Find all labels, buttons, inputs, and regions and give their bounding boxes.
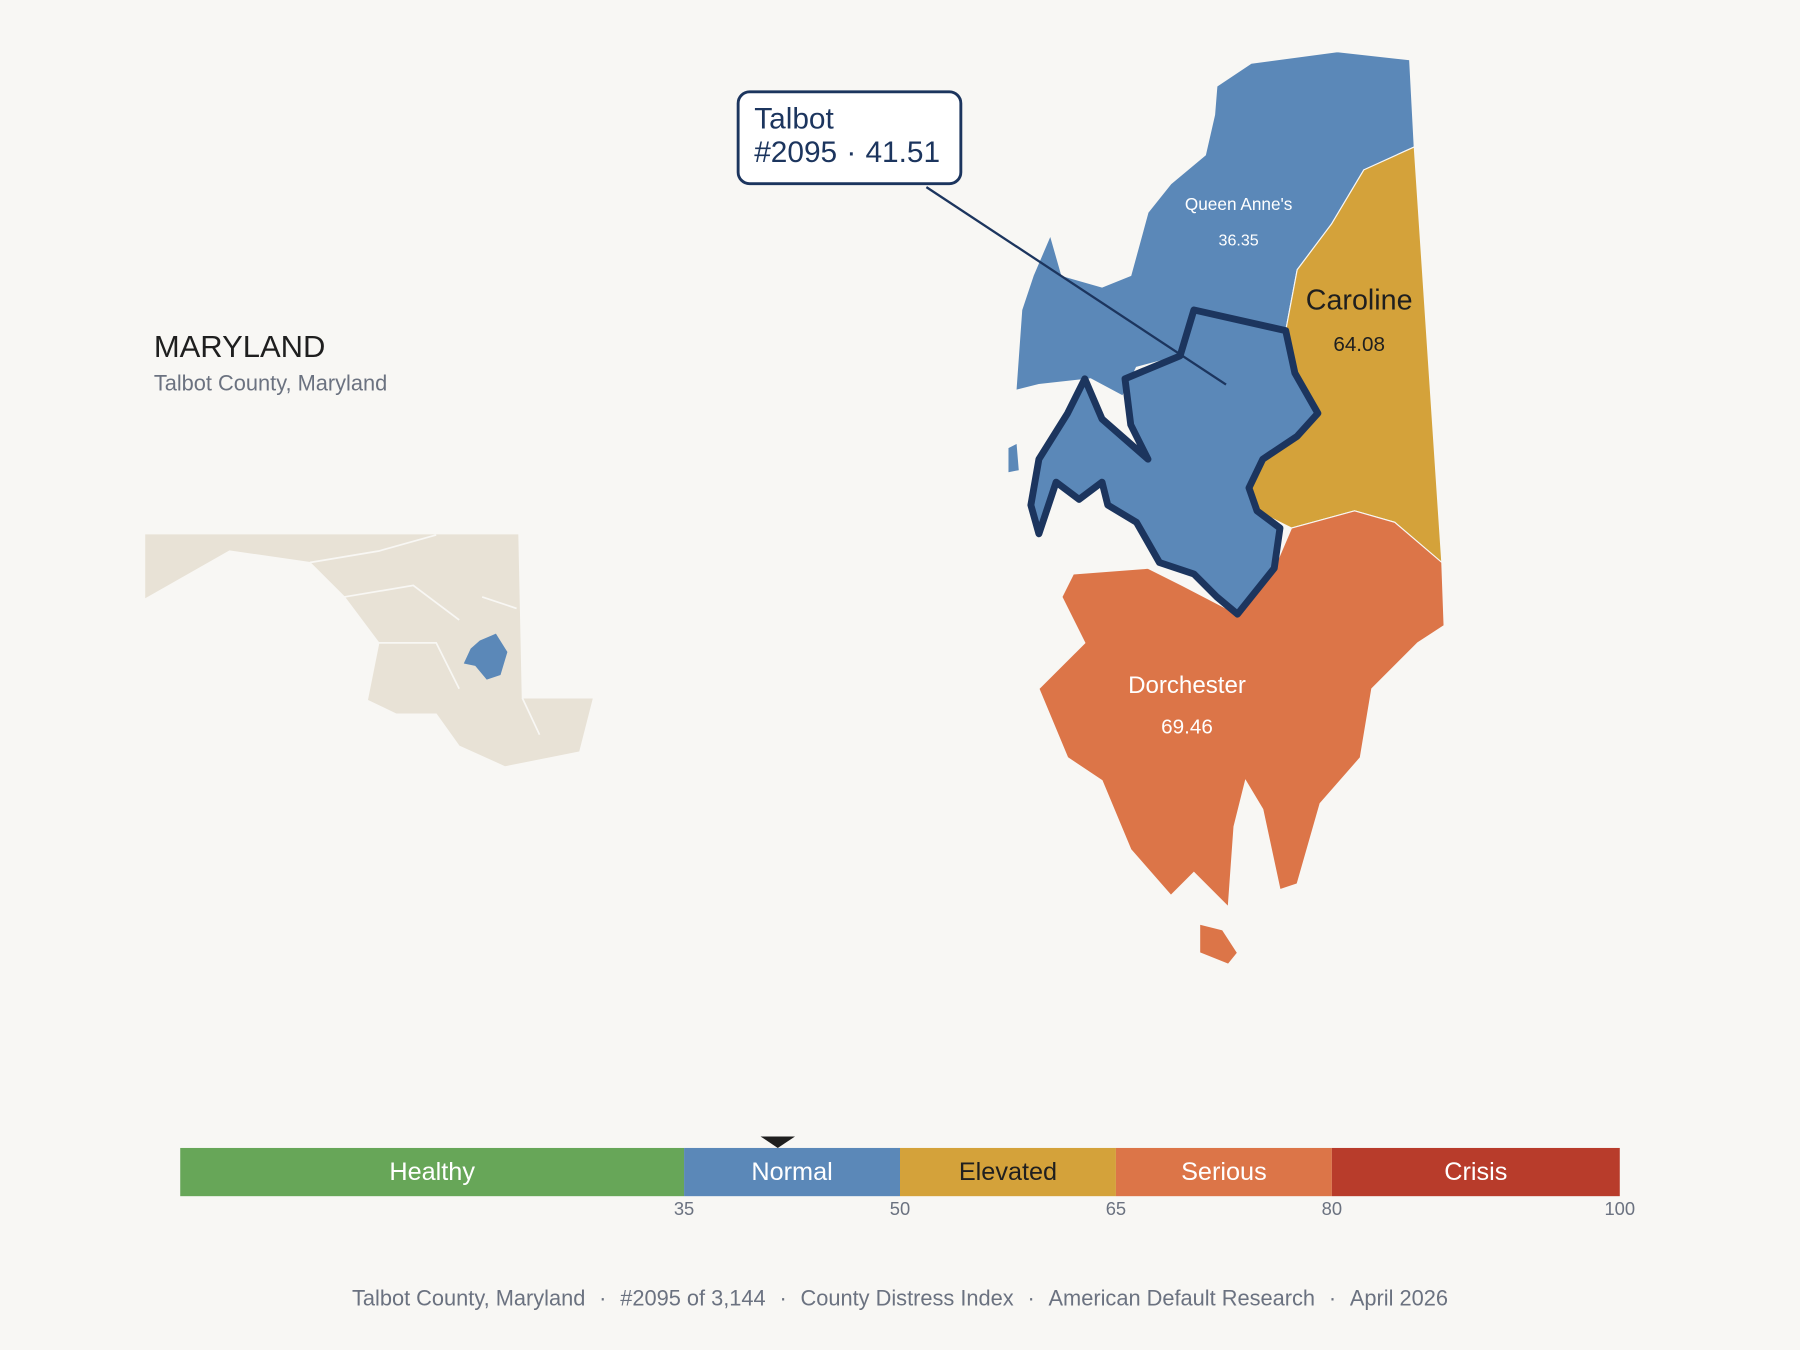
county-score: 69.46 (1161, 715, 1213, 738)
callout-score: 41.51 (865, 136, 940, 169)
state-minimap (144, 533, 595, 768)
scale-tick-label: 100 (1604, 1198, 1635, 1219)
footer-item: County Distress Index (800, 1285, 1013, 1310)
callout-detail: #2095 · 41.51 (754, 136, 940, 169)
county-name: Caroline (1306, 284, 1413, 316)
county-name: Dorchester (1128, 672, 1246, 699)
scale-band-label: Serious (1181, 1158, 1267, 1186)
footer-separator: · (779, 1285, 786, 1310)
scale-tick-label: 65 (1106, 1198, 1126, 1219)
scale-band (1115, 1147, 1332, 1197)
callout: Talbot #2095 · 41.51 (736, 90, 1227, 386)
footer-separator: · (1027, 1285, 1034, 1310)
scale-band (900, 1147, 1116, 1197)
selected-county (1027, 306, 1322, 618)
state-shape (144, 533, 595, 768)
callout-separator: · (846, 136, 856, 169)
county-score: 36.35 (1219, 231, 1259, 249)
scale-band (1331, 1147, 1620, 1197)
scale-tick-label: 80 (1322, 1198, 1342, 1219)
county-map (1007, 51, 1445, 965)
callout-box (736, 90, 963, 186)
scale-band-label: Healthy (389, 1158, 475, 1186)
callout-leader (925, 186, 1227, 386)
footer: Talbot County, Maryland · #2095 of 3,144 · C… (352, 1285, 1448, 1310)
county-name: Queen Anne's (1185, 194, 1293, 214)
scale-band (684, 1147, 900, 1197)
scale-tick-label: 35 (674, 1198, 694, 1219)
footer-item: American Default Research (1049, 1285, 1316, 1310)
scale-tick-label: 50 (890, 1198, 910, 1219)
scale-marker (760, 1136, 796, 1148)
scale-band-label: Normal (751, 1158, 832, 1186)
footer-item: Talbot County, Maryland (352, 1285, 585, 1310)
footer-separator: · (1329, 1285, 1336, 1310)
callout-rank: #2095 (754, 136, 837, 169)
title: MARYLAND (154, 329, 326, 364)
subtitle: Talbot County, Maryland (154, 370, 387, 395)
scale-band-label: Crisis (1444, 1158, 1507, 1186)
highlighted-county (463, 633, 508, 680)
scale-band-label: Elevated (959, 1158, 1057, 1186)
scale-bar: Healthy Normal Elevated Serious Crisis 35 50 65… (180, 1136, 1635, 1219)
scale-band (180, 1147, 685, 1197)
callout-name: Talbot (754, 102, 834, 135)
footer-item: April 2026 (1350, 1285, 1448, 1310)
county-borders (309, 534, 541, 736)
county-score: 64.08 (1333, 333, 1385, 356)
county-shape (1038, 510, 1445, 965)
footer-separator: · (599, 1285, 606, 1310)
footer-item: #2095 of 3,144 (620, 1285, 765, 1310)
